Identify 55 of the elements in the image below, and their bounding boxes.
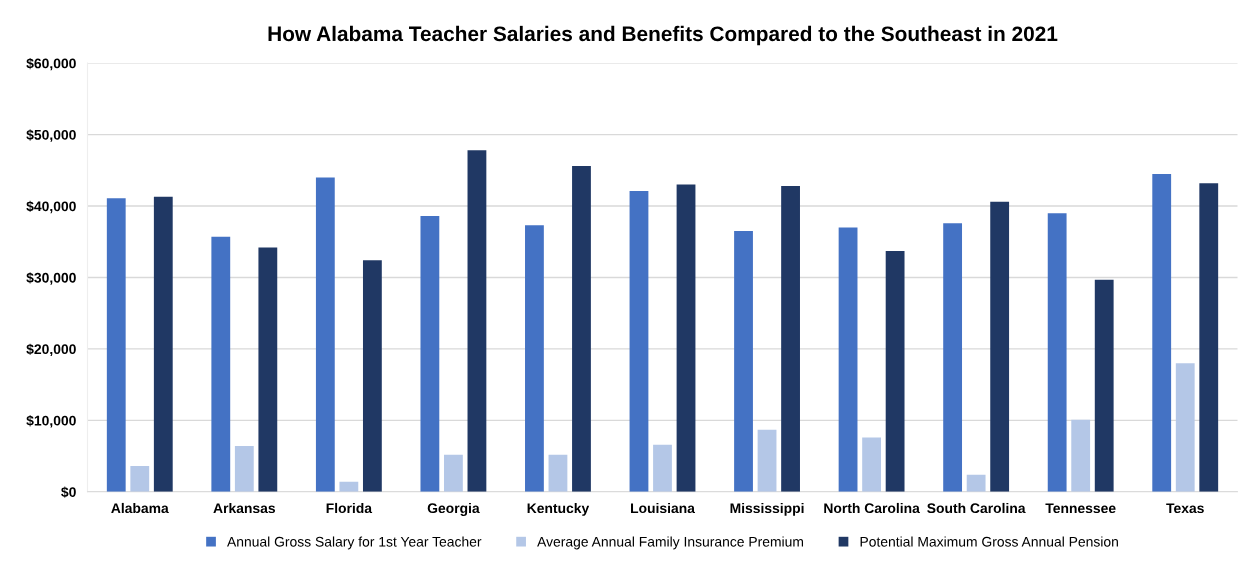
y-tick-label: $50,000 xyxy=(26,129,76,142)
y-tick-label: $0 xyxy=(61,486,76,498)
bar xyxy=(781,186,800,492)
bar xyxy=(130,466,150,492)
bar xyxy=(653,444,672,492)
x-tick-label: Georgia xyxy=(427,502,480,516)
bar xyxy=(862,437,881,492)
x-tick-label: Arkansas xyxy=(213,502,276,514)
bar xyxy=(315,177,335,492)
y-tick-label: $20,000 xyxy=(26,343,76,357)
bar xyxy=(467,150,487,492)
x-tick-label: South Carolina xyxy=(927,502,1026,514)
bar xyxy=(339,481,359,492)
bar xyxy=(106,198,126,492)
bar xyxy=(943,223,963,492)
bar xyxy=(420,216,440,492)
legend-label: Annual Gross Salary for 1st Year Teacher xyxy=(227,536,482,550)
y-tick-label: $60,000 xyxy=(26,57,76,71)
bar xyxy=(362,260,382,492)
bar xyxy=(966,474,986,492)
bar xyxy=(548,454,568,492)
bar xyxy=(1175,363,1195,492)
x-tick-label: Tennessee xyxy=(1045,503,1116,514)
y-tick-label: $40,000 xyxy=(26,200,76,214)
x-tick-label: North Carolina xyxy=(824,502,920,514)
bar xyxy=(1094,279,1114,492)
bar xyxy=(211,236,231,492)
bar xyxy=(1199,183,1219,492)
x-tick-label: Kentucky xyxy=(527,502,590,516)
x-tick-label: Texas xyxy=(1166,503,1204,514)
legend-label: Average Annual Family Insurance Premium xyxy=(537,536,804,550)
legend-label: Potential Maximum Gross Annual Pension xyxy=(860,536,1118,547)
y-tick-label: $30,000 xyxy=(26,272,76,285)
bar xyxy=(525,225,544,492)
bar xyxy=(676,184,696,492)
bar xyxy=(572,166,591,492)
bar xyxy=(1047,213,1067,492)
x-tick-label: Florida xyxy=(326,502,373,514)
bar xyxy=(734,231,753,492)
bar xyxy=(629,191,649,492)
bar xyxy=(885,251,905,492)
bar xyxy=(234,446,254,492)
bar xyxy=(757,429,777,492)
bar xyxy=(1152,173,1172,492)
bar xyxy=(990,201,1010,492)
bar xyxy=(838,227,858,492)
bar xyxy=(153,196,173,492)
y-tick-label: $10,000 xyxy=(26,415,76,428)
chart-title: How Alabama Teacher Salaries and Benefits Compared to the Southeast in 2021 xyxy=(268,25,1058,46)
x-tick-label: Alabama xyxy=(111,502,169,514)
x-tick-label: Louisiana xyxy=(631,502,695,514)
bar xyxy=(444,454,463,492)
x-tick-label: Mississippi xyxy=(730,502,804,516)
bar xyxy=(1071,419,1091,492)
bar xyxy=(258,247,278,492)
